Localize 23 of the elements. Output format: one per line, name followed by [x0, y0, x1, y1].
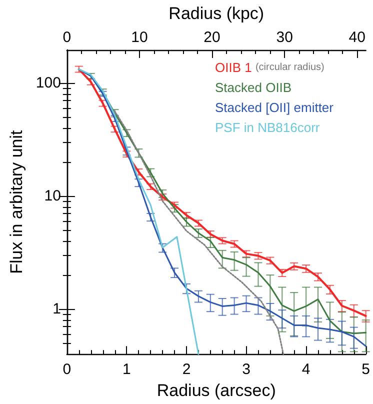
x-tick-label: 5: [362, 361, 370, 378]
x-axis-title: Radius (arcsec): [156, 381, 276, 400]
y-tick-label: 100: [36, 74, 61, 92]
x-tick-label: 2: [182, 361, 191, 378]
x-tick-label: 1: [122, 361, 131, 378]
x-tick-label: 3: [242, 361, 250, 378]
x2-tick-label: 10: [131, 29, 148, 46]
y-axis-title: Flux in arbitary unit: [7, 130, 26, 274]
x2-tick-label: 40: [348, 29, 366, 46]
x2-axis-title: Radius (kpc): [168, 4, 264, 23]
x-tick-label: 4: [302, 361, 310, 378]
text: OIIB 1: [215, 60, 256, 75]
text: Stacked OIIB: [215, 80, 292, 95]
x-tick-label: 0: [62, 361, 72, 378]
y-tick-label: 10: [44, 187, 61, 204]
text: Stacked [OII] emitter: [215, 100, 334, 115]
y-tick-label: 1: [52, 300, 61, 318]
line-series: [78, 68, 200, 355]
x2-tick-label: 20: [204, 29, 220, 46]
x2-tick-label: 30: [276, 29, 293, 46]
x2-tick-label: 0: [62, 29, 72, 46]
text: PSF in NB816corr: [215, 120, 320, 135]
annotation: (circular radius): [255, 62, 324, 73]
